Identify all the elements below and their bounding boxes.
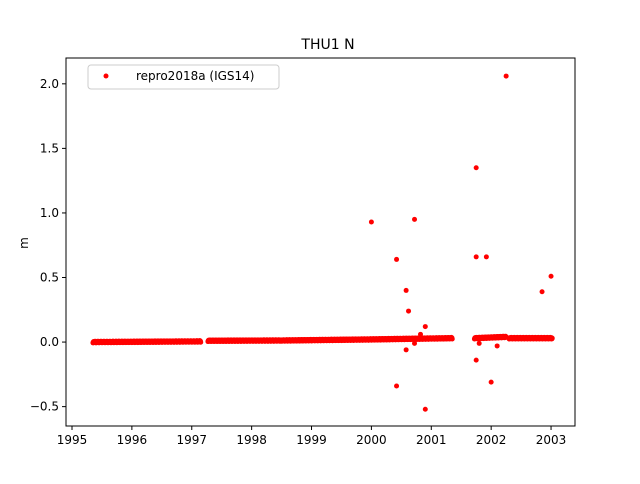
y-axis: −0.5 0.0 0.5 1.0 1.5 2.0	[30, 77, 66, 414]
data-point-outlier	[476, 340, 482, 346]
data-point-outlier	[548, 273, 554, 279]
legend-label-repro2018a: repro2018a (IGS14)	[136, 69, 254, 83]
data-point-outlier	[418, 331, 423, 337]
chart-title: THU1 N	[300, 37, 354, 53]
data-point-outlier	[394, 383, 400, 389]
data-point-outlier	[368, 219, 374, 225]
data-point-outlier	[412, 340, 418, 346]
data-point	[449, 336, 455, 342]
y-tick-label: 0.5	[40, 271, 59, 285]
x-tick-label: 1995	[57, 433, 88, 447]
y-tick-label: 0.0	[40, 335, 59, 349]
data-point	[198, 339, 204, 345]
x-tick-label: 1997	[176, 433, 207, 447]
x-tick-label: 2000	[356, 433, 387, 447]
y-tick-label: 1.0	[40, 206, 59, 220]
x-tick-label: 2001	[416, 433, 447, 447]
x-tick-label: 1999	[296, 433, 327, 447]
data-point-outlier	[483, 254, 489, 260]
x-tick-label: 2002	[476, 433, 507, 447]
data-point-outlier	[422, 324, 428, 330]
legend-marker-repro2018a	[103, 73, 109, 79]
data-point-outlier	[394, 256, 400, 262]
data-point-outlier	[488, 379, 494, 385]
data-point-outlier	[403, 287, 409, 293]
data-point-outlier	[403, 347, 409, 353]
data-point-outlier	[422, 406, 428, 412]
x-tick-label: 2003	[536, 433, 567, 447]
data-point-outlier	[494, 343, 500, 349]
data-point-outlier	[406, 308, 412, 314]
plot-area-points	[90, 73, 555, 412]
x-axis: 1995 1996 1997 1998 1999 2000 2001 2002 2003	[57, 426, 567, 447]
data-point-outlier	[473, 357, 479, 363]
data-point-outlier	[412, 216, 418, 222]
y-tick-label: −0.5	[30, 400, 59, 414]
legend: repro2018a (IGS14)	[87, 64, 280, 90]
y-tick-label: 2.0	[40, 77, 59, 91]
x-tick-label: 1998	[236, 433, 267, 447]
data-point-outlier	[473, 254, 479, 260]
legend-box	[87, 64, 280, 90]
plot-frame	[65, 57, 576, 427]
data-point-outlier	[473, 165, 479, 171]
y-tick-label: 1.5	[40, 141, 59, 155]
data-point-outlier	[503, 73, 509, 79]
data-point	[549, 335, 555, 341]
data-point-outlier	[539, 289, 545, 295]
x-tick-label: 1996	[117, 433, 148, 447]
y-axis-label: m	[17, 237, 31, 249]
